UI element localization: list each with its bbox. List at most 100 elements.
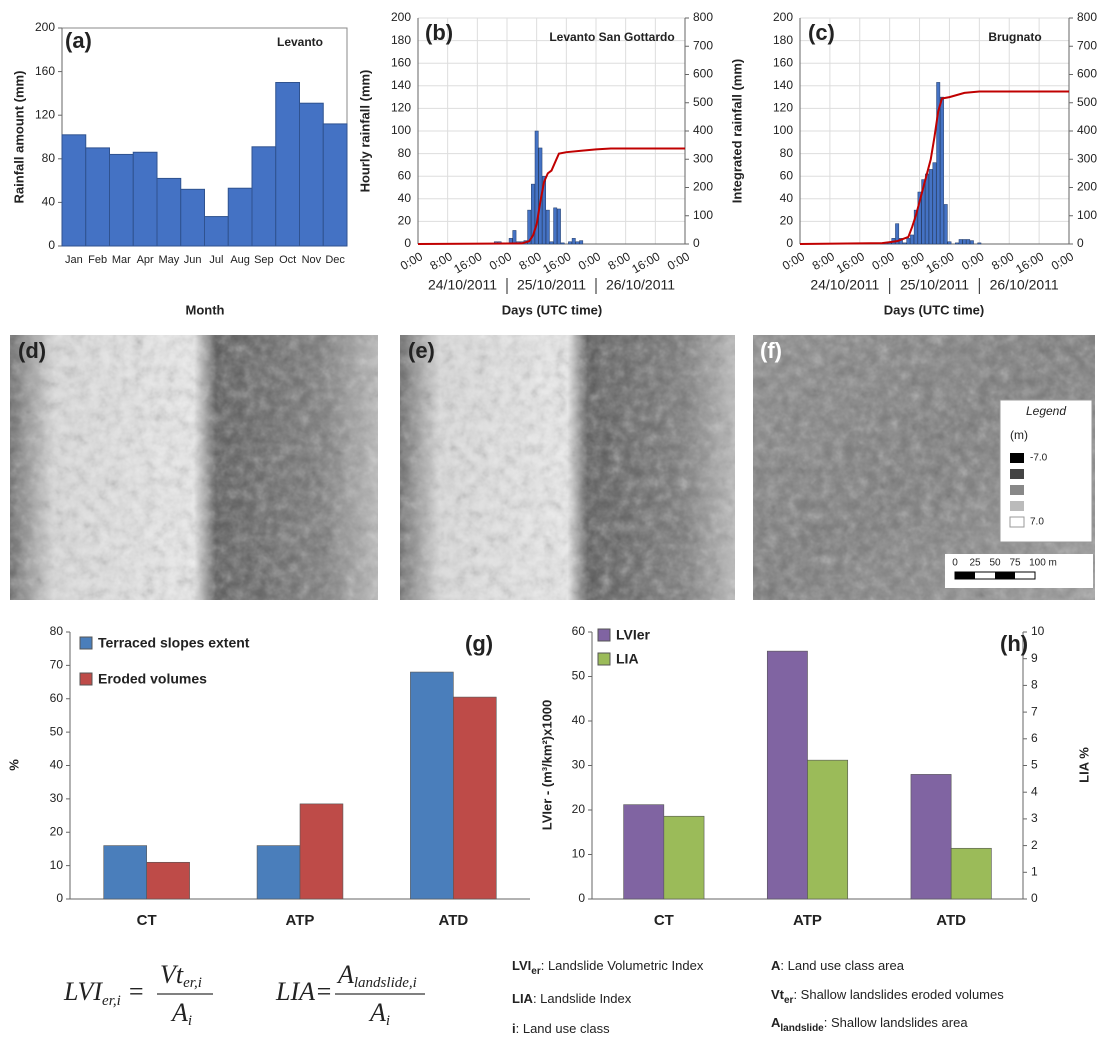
x-tick-label: ATD bbox=[438, 912, 468, 929]
definition: LVIer: Landslide Volumetric Index bbox=[512, 958, 704, 976]
bar bbox=[907, 238, 910, 244]
legend-label: Terraced slopes extent bbox=[98, 635, 250, 651]
image-f: (f) Legend (m) -7.0 7.0 0 25 50 75 100 m bbox=[753, 335, 1095, 600]
bar bbox=[546, 210, 549, 244]
x-tick-label: 0:00 bbox=[398, 249, 426, 273]
bar bbox=[951, 848, 991, 899]
bar bbox=[62, 135, 86, 246]
y2-tick-label: 400 bbox=[1077, 123, 1097, 137]
y-tick-label: 60 bbox=[50, 691, 64, 705]
y-tick-label: 120 bbox=[773, 101, 793, 115]
y-tick-label: 20 bbox=[50, 824, 64, 838]
y-axis-label: LVIer - (m³/km²)x1000 bbox=[539, 700, 554, 831]
bar bbox=[133, 152, 157, 246]
chart: 0204060801001201401601802000100200300400… bbox=[773, 10, 1097, 317]
x-tick-label: 16:00 bbox=[1013, 249, 1046, 276]
y-tick-label: 0 bbox=[786, 236, 793, 250]
bar bbox=[300, 103, 324, 246]
bar bbox=[767, 651, 807, 899]
y2-tick-label: 200 bbox=[693, 180, 713, 194]
x-tick-label: 0:00 bbox=[870, 249, 898, 273]
bar bbox=[252, 147, 276, 246]
bar bbox=[557, 209, 560, 244]
scale-label: 25 bbox=[969, 558, 981, 569]
bar bbox=[410, 672, 453, 899]
x-tick-label: Mar bbox=[112, 254, 131, 266]
image-d: (d) bbox=[10, 335, 378, 600]
y-tick-label: 100 bbox=[391, 123, 411, 137]
y2-tick-label: 300 bbox=[1077, 151, 1097, 165]
y-tick-label: 80 bbox=[398, 146, 412, 160]
formula-den: Ai bbox=[170, 998, 192, 1029]
y-tick-label: 40 bbox=[42, 195, 56, 209]
legend-label: LIA bbox=[616, 651, 639, 667]
formula-num: Vter,i bbox=[160, 960, 202, 991]
y2-tick-label: 7 bbox=[1031, 704, 1038, 718]
scale-label: 75 bbox=[1009, 558, 1021, 569]
bar bbox=[944, 204, 947, 244]
panel-label: (e) bbox=[408, 338, 435, 363]
y2-tick-label: 500 bbox=[693, 95, 713, 109]
bar bbox=[147, 862, 190, 899]
formula-den: Ai bbox=[368, 998, 390, 1029]
y2-tick-label: 700 bbox=[693, 38, 713, 52]
definition: A: Land use class area bbox=[771, 958, 905, 973]
x-tick-label: Feb bbox=[88, 254, 107, 266]
legend-max: 7.0 bbox=[1030, 517, 1044, 528]
y-tick-label: 160 bbox=[391, 55, 411, 69]
bar bbox=[978, 243, 981, 244]
annotation: Brugnato bbox=[988, 30, 1041, 44]
y2-tick-label: 0 bbox=[693, 236, 700, 250]
bar bbox=[664, 816, 704, 899]
y-tick-label: 10 bbox=[572, 847, 586, 861]
x-tick-label: 8:00 bbox=[810, 249, 838, 273]
x-tick-label: Jun bbox=[184, 254, 202, 266]
y2-tick-label: 10 bbox=[1031, 624, 1045, 638]
x-tick-label: 8:00 bbox=[428, 249, 456, 273]
y-tick-label: 140 bbox=[391, 78, 411, 92]
formula-num: Alandslide,i bbox=[336, 960, 417, 991]
x-tick-label: 0:00 bbox=[665, 249, 693, 273]
chart: 01020304050607080CTATPATDTerraced slopes… bbox=[6, 624, 530, 929]
bar bbox=[933, 163, 936, 244]
formula: LIA= bbox=[275, 977, 333, 1006]
definition: LIA: Landslide Index bbox=[512, 991, 632, 1006]
y2-tick-label: 2 bbox=[1031, 838, 1038, 852]
y2-tick-label: 1 bbox=[1031, 864, 1038, 878]
bar bbox=[561, 243, 564, 244]
y-tick-label: 20 bbox=[398, 214, 412, 228]
y-tick-label: 10 bbox=[50, 858, 64, 872]
definition: Alandslide: Shallow landslides area bbox=[771, 1015, 968, 1033]
definition: Vter: Shallow landslides eroded volumes bbox=[771, 987, 1004, 1005]
x-tick-label: May bbox=[158, 254, 179, 266]
x-tick-label: 8:00 bbox=[899, 249, 927, 273]
bar bbox=[110, 154, 134, 246]
bar bbox=[579, 241, 582, 244]
bar bbox=[300, 804, 343, 899]
panel-label: (h) bbox=[1000, 631, 1028, 656]
figure: (d) (e) (f) Legend (m) -7.0 7.0 0 25 50 … bbox=[0, 0, 1099, 1038]
x-tick-label: ATD bbox=[936, 912, 966, 929]
bar bbox=[104, 846, 147, 899]
y-tick-label: 60 bbox=[572, 624, 586, 638]
day-label: 26/10/2011 bbox=[606, 277, 675, 293]
x-tick-label: 0:00 bbox=[780, 249, 808, 273]
x-tick-label: Jan bbox=[65, 254, 83, 266]
y2-tick-label: 800 bbox=[693, 10, 713, 24]
y2-tick-label: 100 bbox=[693, 208, 713, 222]
scale-label: 50 bbox=[989, 558, 1001, 569]
day-label: 24/10/2011 bbox=[428, 277, 497, 293]
y2-tick-label: 0 bbox=[1077, 236, 1084, 250]
x-tick-label: Jul bbox=[209, 254, 223, 266]
y-tick-label: 20 bbox=[572, 802, 586, 816]
x-tick-label: 8:00 bbox=[606, 249, 634, 273]
y2-tick-label: 4 bbox=[1031, 784, 1038, 798]
bar bbox=[963, 239, 966, 244]
y-tick-label: 70 bbox=[50, 658, 64, 672]
y-tick-label: 80 bbox=[50, 624, 64, 638]
bar bbox=[929, 169, 932, 244]
bar bbox=[970, 241, 973, 244]
y2-axis-label: LIA % bbox=[1076, 747, 1091, 783]
y2-tick-label: 600 bbox=[693, 67, 713, 81]
bar bbox=[576, 242, 579, 244]
